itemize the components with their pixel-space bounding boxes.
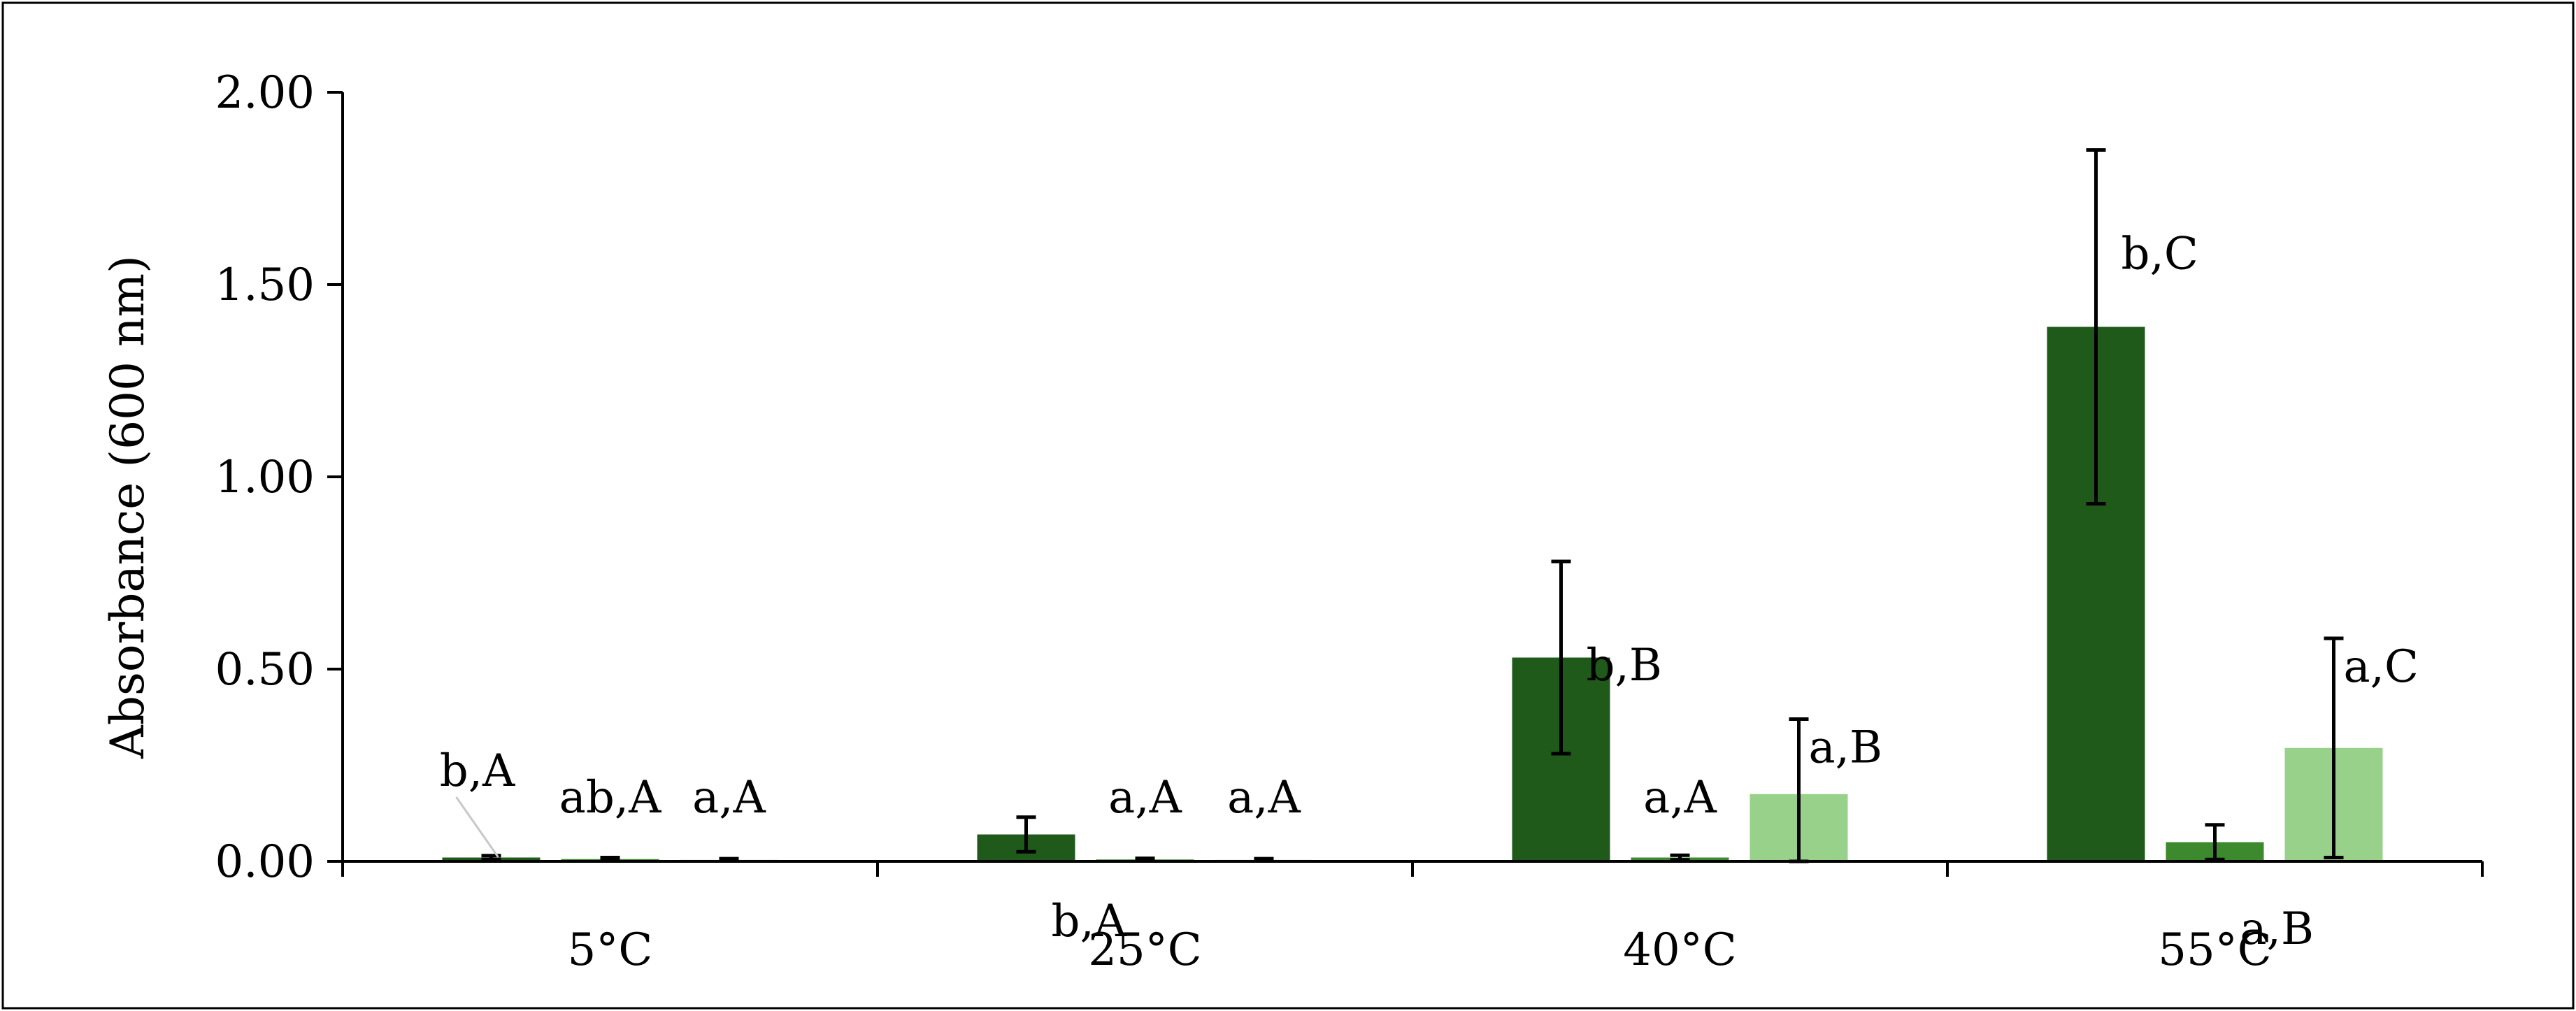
bar-label: a,A bbox=[692, 772, 766, 824]
y-tick-label: 0.50 bbox=[215, 644, 315, 696]
y-tick-label: 1.00 bbox=[215, 452, 315, 503]
bar-label: b,C bbox=[2121, 229, 2198, 280]
bar-label: a,A bbox=[1643, 772, 1717, 824]
x-tick-label: 5°C bbox=[568, 924, 653, 976]
bar-label: a,C bbox=[2344, 641, 2419, 693]
bar-label: ab,A bbox=[559, 772, 661, 824]
bar-label: b,A bbox=[440, 745, 515, 797]
bar-label: a,A bbox=[1108, 772, 1182, 824]
y-axis-title: Absorbance (600 nm) bbox=[101, 255, 155, 759]
y-tick-label: 0.00 bbox=[215, 836, 315, 888]
bar-label: a,B bbox=[2240, 903, 2314, 955]
bar-label: a,B bbox=[1809, 722, 1883, 774]
x-tick-label: 55°C bbox=[2158, 924, 2271, 976]
bar-label: b,B bbox=[1587, 640, 1662, 691]
y-tick-label: 2.00 bbox=[215, 67, 315, 119]
y-tick-label: 1.50 bbox=[215, 259, 315, 311]
x-tick-label: 40°C bbox=[1623, 924, 1736, 976]
label-leader-line bbox=[455, 796, 499, 858]
bar-label: a,A bbox=[1227, 772, 1301, 824]
bar-label: b,A bbox=[1052, 896, 1127, 947]
x-tick-label: 25°C bbox=[1088, 924, 1201, 976]
